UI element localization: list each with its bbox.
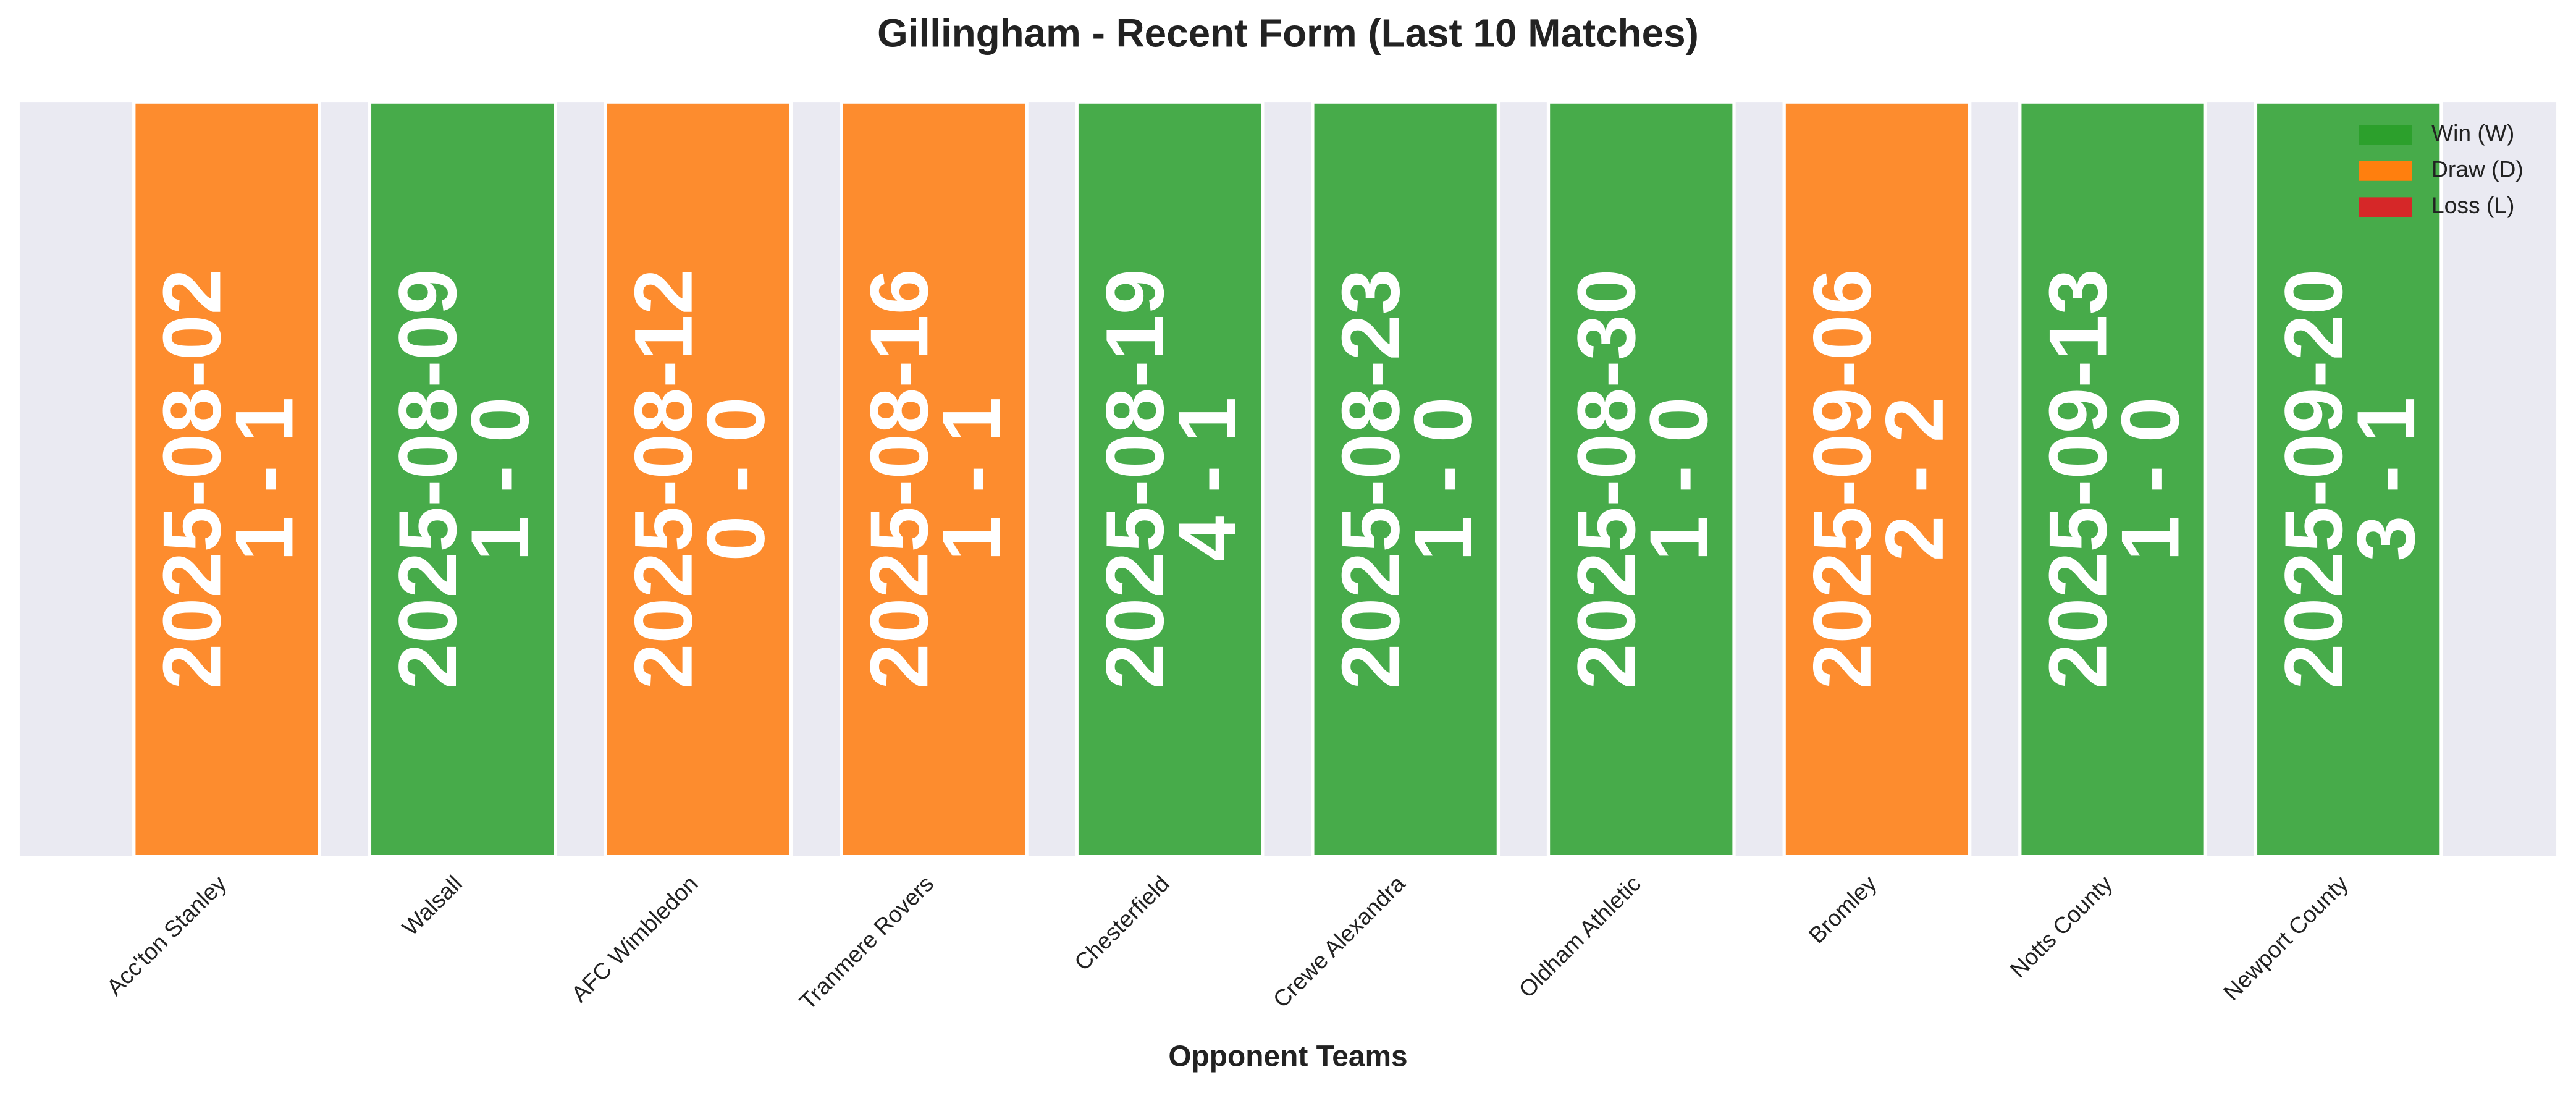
bar-label: 2025-08-194 - 1 (1090, 269, 1253, 689)
x-tick-label: Walsall (397, 871, 467, 941)
bar (1311, 100, 1501, 858)
legend-swatch (2359, 161, 2412, 181)
match-date: 2025-09-20 (2268, 269, 2360, 689)
bar (1075, 100, 1265, 858)
match-date: 2025-08-16 (854, 269, 945, 689)
x-tick-label: Tranmere Rovers (794, 871, 938, 1015)
match-date: 2025-08-30 (1561, 269, 1652, 689)
bar (2018, 100, 2207, 858)
bar-label: 2025-09-131 - 0 (2032, 269, 2196, 689)
bar-label: 2025-08-231 - 0 (1326, 269, 1489, 689)
chart-title: Gillingham - Recent Form (Last 10 Matche… (877, 11, 1699, 56)
match-score: 1 - 0 (2105, 397, 2196, 561)
bar-label: 2025-09-062 - 2 (1797, 269, 1961, 689)
bar (839, 100, 1029, 858)
x-tick-label: Notts County (2005, 870, 2118, 982)
match-date: 2025-08-12 (618, 269, 710, 689)
match-score: 1 - 0 (1398, 397, 1489, 561)
bar-label: 2025-08-161 - 1 (854, 269, 1017, 689)
x-tick-label: Bromley (1803, 870, 1881, 948)
legend-label: Draw (D) (2431, 156, 2523, 182)
x-axis-label: Opponent Teams (1168, 1040, 1407, 1073)
legend-label: Win (W) (2431, 120, 2514, 146)
bar (1782, 100, 1972, 858)
bar-label: 2025-09-203 - 1 (2268, 269, 2432, 689)
match-score: 1 - 0 (455, 397, 546, 561)
legend-swatch (2359, 197, 2412, 217)
bar (132, 100, 321, 858)
match-score: 0 - 0 (691, 397, 782, 561)
bar (368, 100, 557, 858)
match-score: 1 - 1 (926, 397, 1017, 561)
legend-label: Loss (L) (2431, 192, 2514, 218)
bar-label: 2025-08-120 - 0 (618, 269, 782, 689)
match-date: 2025-09-06 (1797, 269, 1888, 689)
match-score: 3 - 1 (2341, 397, 2432, 561)
match-date: 2025-08-09 (382, 269, 474, 689)
x-tick-label: Acc'ton Stanley (101, 870, 232, 1000)
x-tick-label: AFC Wimbledon (566, 871, 702, 1007)
x-tick-label: Newport County (2218, 870, 2354, 1005)
bar (2254, 100, 2443, 858)
bar (604, 100, 793, 858)
match-date: 2025-09-13 (2032, 269, 2124, 689)
match-date: 2025-08-02 (146, 269, 238, 689)
bar-label: 2025-08-301 - 0 (1561, 269, 1725, 689)
match-score: 4 - 1 (1162, 397, 1253, 561)
match-score: 1 - 0 (1633, 397, 1725, 561)
match-date: 2025-08-19 (1090, 269, 1181, 689)
match-date: 2025-08-23 (1326, 269, 1417, 689)
legend-swatch (2359, 125, 2412, 145)
x-tick-label: Oldham Athletic (1513, 871, 1646, 1003)
bar (1546, 100, 1736, 858)
bar-label: 2025-08-021 - 1 (146, 269, 310, 689)
x-tick-label: Chesterfield (1069, 871, 1174, 976)
bar-label: 2025-08-091 - 0 (382, 269, 546, 689)
x-tick-label: Crewe Alexandra (1268, 870, 1410, 1012)
match-score: 1 - 1 (219, 397, 310, 561)
match-score: 2 - 2 (1869, 397, 1961, 561)
